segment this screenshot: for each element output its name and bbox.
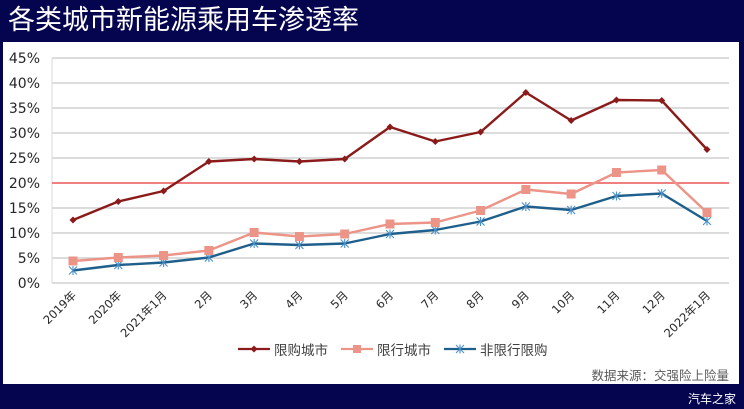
x-tick-label: 2020年	[86, 288, 125, 327]
diamond-marker[interactable]	[703, 146, 711, 153]
square-marker[interactable]	[68, 256, 78, 266]
square-marker[interactable]	[566, 189, 576, 199]
x-tick-label: 9月	[509, 288, 532, 311]
asterisk-marker[interactable]	[612, 191, 621, 201]
asterisk-marker-icon	[444, 344, 476, 354]
y-tick-label: 10%	[9, 226, 40, 242]
series-0	[69, 89, 711, 224]
x-tick-label: 5月	[328, 288, 351, 311]
x-tick-label: 6月	[373, 288, 396, 311]
diamond-marker[interactable]	[386, 123, 394, 131]
diamond-marker[interactable]	[250, 155, 258, 163]
asterisk-marker[interactable]	[521, 202, 531, 211]
asterisk-marker[interactable]	[249, 239, 259, 248]
legend-label: 限购城市	[274, 343, 328, 359]
chart-title: 各类城市新能源乘用车渗透率	[8, 5, 359, 36]
asterisk-marker[interactable]	[476, 217, 485, 226]
square-marker[interactable]	[476, 206, 486, 215]
y-tick-label: 15%	[9, 201, 40, 217]
chart-legend: 限购城市 限行城市 非限行限购	[237, 339, 548, 359]
line-chart: 0%5%10%15%20%25%30%35%40%45%2019年 2020年20…	[9, 51, 729, 340]
diamond-marker[interactable]	[69, 216, 77, 224]
legend-label: 非限行限购	[480, 343, 548, 359]
square-marker[interactable]	[204, 246, 214, 255]
y-tick-label: 40%	[9, 76, 40, 92]
legend-item-non-limited[interactable]: 非限行限购	[443, 339, 548, 359]
square-marker[interactable]	[657, 165, 667, 175]
y-tick-label: 20%	[9, 176, 40, 192]
square-marker-icon	[341, 345, 373, 353]
series-1	[68, 165, 712, 266]
diamond-marker[interactable]	[658, 97, 666, 104]
legend-item-traffic-limited[interactable]: 限行城市	[340, 339, 431, 359]
diamond-marker[interactable]	[567, 117, 575, 124]
square-marker[interactable]	[430, 218, 440, 227]
watermark: 汽车之家	[687, 392, 736, 406]
diamond-marker-icon	[238, 345, 270, 353]
square-marker[interactable]	[294, 232, 304, 241]
asterisk-marker[interactable]	[295, 240, 304, 250]
square-marker[interactable]	[611, 168, 621, 177]
series-2	[68, 189, 712, 275]
diamond-marker[interactable]	[160, 187, 168, 195]
square-marker[interactable]	[385, 219, 395, 229]
square-marker[interactable]	[159, 251, 169, 260]
x-tick-label: 2021年1月	[118, 288, 170, 340]
x-tick-label: 10月	[549, 288, 577, 316]
y-tick-label: 0%	[18, 276, 40, 292]
asterisk-marker[interactable]	[385, 229, 395, 239]
y-tick-label: 25%	[9, 151, 40, 167]
y-tick-label: 45%	[9, 51, 40, 67]
asterisk-marker[interactable]	[657, 189, 667, 198]
diamond-marker[interactable]	[341, 155, 349, 163]
chart-panel: 0% 5% 10% 15% 20% 25% 30% 35% 40% 45% 2019年 2020年 20…	[3, 42, 739, 384]
asterisk-marker[interactable]	[702, 216, 712, 226]
diamond-marker[interactable]	[114, 198, 122, 205]
square-marker[interactable]	[521, 185, 531, 194]
diamond-marker[interactable]	[205, 158, 213, 165]
square-marker[interactable]	[340, 229, 350, 239]
asterisk-marker[interactable]	[68, 266, 78, 275]
x-tick-label: 2022年1月	[661, 288, 713, 340]
diamond-marker[interactable]	[477, 128, 485, 136]
y-tick-label: 30%	[9, 126, 40, 142]
x-tick-label: 8月	[463, 288, 486, 311]
y-tick-label: 5%	[18, 251, 40, 267]
data-source-note: 数据来源：交强险上险量	[591, 368, 729, 383]
x-tick-label: 11月	[594, 288, 622, 316]
square-marker[interactable]	[249, 228, 259, 237]
x-tick-label: 4月	[282, 288, 305, 311]
diamond-marker[interactable]	[431, 138, 439, 145]
square-marker[interactable]	[113, 253, 123, 262]
legend-label: 限行城市	[377, 343, 431, 359]
x-tick-label: 2月	[192, 288, 215, 311]
diamond-marker[interactable]	[612, 96, 620, 104]
asterisk-marker[interactable]	[566, 205, 576, 215]
y-tick-label: 35%	[9, 101, 40, 117]
asterisk-marker[interactable]	[340, 239, 350, 248]
legend-item-purchase-limited[interactable]: 限购城市	[237, 339, 328, 359]
x-tick-label: 12月	[639, 288, 667, 316]
x-tick-label: 3月	[237, 288, 260, 311]
x-tick-label: 2019年	[40, 288, 79, 327]
diamond-marker[interactable]	[522, 89, 530, 96]
diamond-marker[interactable]	[295, 158, 303, 165]
x-tick-label: 7月	[418, 288, 441, 311]
square-marker[interactable]	[702, 208, 712, 217]
